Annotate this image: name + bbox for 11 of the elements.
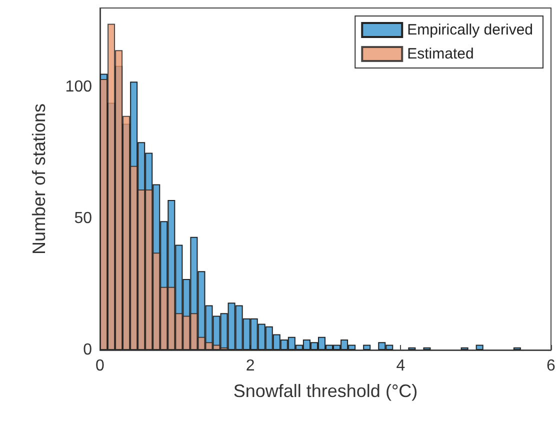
y-tick-label: 100 xyxy=(65,78,92,96)
legend-label: Empirically derived xyxy=(407,22,533,38)
x-tick-label: 0 xyxy=(96,358,105,374)
x-tick-label: 4 xyxy=(396,358,406,374)
x-tick-label: 2 xyxy=(246,358,255,374)
y-tick-label: 50 xyxy=(74,210,92,227)
y-tick-label: 0 xyxy=(83,342,92,358)
y-axis-title: Number of stations xyxy=(29,103,49,255)
legend-label: Estimated xyxy=(407,46,474,62)
x-axis-title: Snowfall threshold (°C) xyxy=(233,381,418,401)
x-tick-label: 6 xyxy=(546,358,556,374)
